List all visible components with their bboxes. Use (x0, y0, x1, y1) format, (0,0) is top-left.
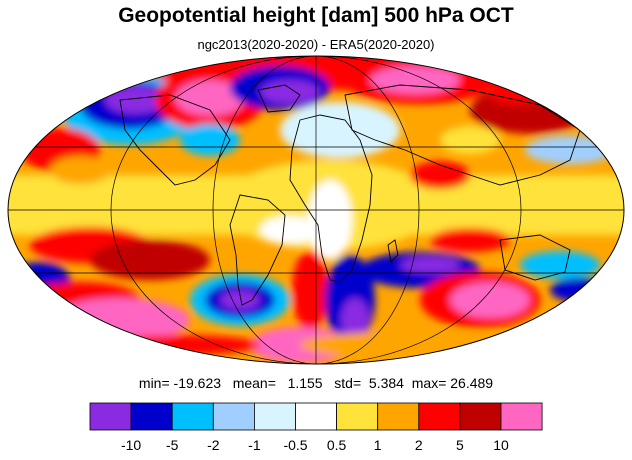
legend-color-box (500, 402, 543, 431)
legend-tick-label: -10 (121, 437, 141, 453)
legend-tick-label: 2 (415, 437, 423, 453)
legend-color-box (171, 402, 214, 431)
legend-color-box (336, 402, 379, 431)
max-value: 26.489 (450, 375, 494, 391)
mean-value: 1.155 (287, 375, 323, 391)
legend-tick-label: 0.5 (327, 437, 347, 453)
legend-tick-label: 10 (493, 437, 509, 453)
legend-tick-label: -2 (207, 437, 220, 453)
legend-color-box (459, 402, 502, 431)
legend-tick-label: -5 (166, 437, 179, 453)
max-label: max= (411, 375, 447, 391)
graticule (8, 56, 624, 364)
difference-field (8, 56, 624, 364)
map-subtitle: ngc2013(2020-2020) - ERA5(2020-2020) (197, 37, 435, 52)
mean-label: mean= (232, 375, 276, 391)
statistics-line: min= -19.623 mean= 1.155 std= 5.384 max=… (0, 375, 632, 391)
legend-color-box (253, 402, 296, 431)
globe-outline (7, 55, 625, 365)
legend-color-box (212, 402, 255, 431)
std-label: std= (334, 375, 362, 391)
legend-color-box (418, 402, 461, 431)
min-value: -19.623 (173, 375, 222, 391)
legend-color-box (377, 402, 420, 431)
legend-tick-label: -0.5 (283, 437, 307, 453)
std-value: 5.384 (368, 375, 404, 391)
map-title: Geopotential height [dam] 500 hPa OCT (118, 4, 514, 27)
legend-color-box (130, 402, 173, 431)
min-label: min= (138, 375, 170, 391)
legend-color-box (89, 402, 132, 431)
legend-tick-label: -1 (248, 437, 261, 453)
legend-tick-label: 1 (374, 437, 382, 453)
legend-tick-label: 5 (456, 437, 464, 453)
legend-color-box (295, 402, 337, 431)
